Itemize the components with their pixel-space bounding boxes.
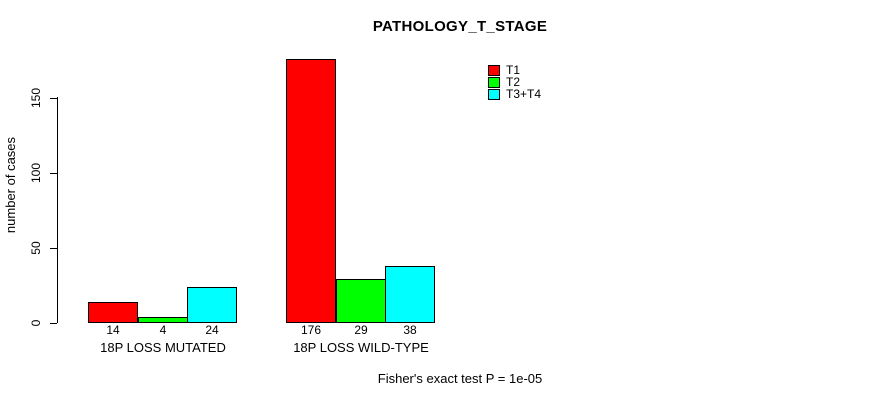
legend-label: T3+T4 — [506, 87, 542, 101]
y-tick-mark — [50, 323, 57, 324]
legend-row: T1 — [488, 64, 541, 76]
x-category-label: 18P LOSS WILD-TYPE — [293, 340, 429, 355]
bar-t2 — [336, 279, 386, 323]
y-axis-title: number of cases — [3, 136, 18, 234]
y-tick-label: 150 — [29, 87, 43, 109]
bar-t3-t4 — [187, 287, 237, 323]
legend-label: T1 — [506, 63, 521, 77]
legend-row: T2 — [488, 76, 541, 88]
bar-value-label: 176 — [300, 323, 322, 337]
legend-label: T2 — [506, 75, 521, 89]
y-tick-mark — [50, 248, 57, 249]
fisher-test-annotation: Fisher's exact test P = 1e-05 — [377, 371, 543, 386]
bar-value-label: 29 — [354, 323, 368, 337]
y-tick-label: 0 — [29, 319, 43, 327]
y-tick-label: 50 — [29, 241, 43, 255]
bar-t3-t4 — [385, 266, 435, 323]
legend-row: T3+T4 — [488, 88, 541, 100]
y-tick-mark — [50, 98, 57, 99]
bar-value-label: 38 — [403, 323, 417, 337]
legend-swatch — [488, 76, 500, 88]
bar-t1 — [286, 59, 336, 323]
legend-swatch — [488, 64, 500, 76]
bar-value-label: 14 — [106, 323, 120, 337]
legend-swatch — [488, 88, 500, 100]
legend: T1 T2 T3+T4 — [488, 64, 541, 100]
y-tick-label: 100 — [29, 162, 43, 184]
bar-t1 — [88, 302, 138, 323]
bar-value-label: 4 — [159, 323, 167, 337]
y-axis-line — [57, 97, 58, 323]
bar-value-label: 24 — [205, 323, 219, 337]
chart-title: PATHOLOGY_T_STAGE — [372, 18, 548, 35]
y-tick-mark — [50, 173, 57, 174]
x-category-label: 18P LOSS MUTATED — [100, 340, 226, 355]
